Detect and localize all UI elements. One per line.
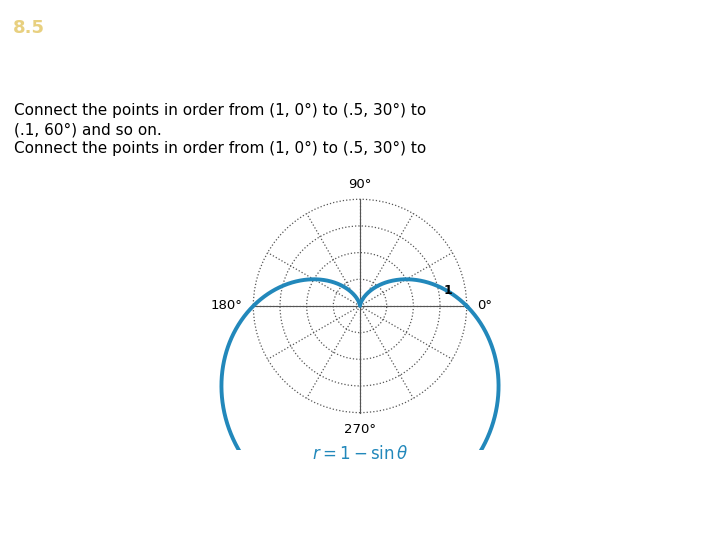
Text: (Cardioid)  (cont.): (Cardioid) (cont.) (245, 62, 475, 85)
Text: 0°: 0° (477, 300, 492, 313)
Text: (.1, 60°) and so on.: (.1, 60°) and so on. (14, 123, 162, 138)
Text: Example 4  Graphing a Polar Equation: Example 4 Graphing a Polar Equation (116, 17, 604, 40)
Text: Connect the points in order from (1, 0°) to (.5, 30°) to: Connect the points in order from (1, 0°)… (14, 103, 426, 118)
Text: 270°: 270° (344, 423, 376, 436)
Text: $r = 1 - \sin\theta$: $r = 1 - \sin\theta$ (312, 444, 408, 463)
Text: 8.5: 8.5 (13, 19, 45, 37)
Text: 180°: 180° (211, 300, 243, 313)
Text: Connect the points in order from (1, 0°) to (.5, 30°) to: Connect the points in order from (1, 0°)… (14, 141, 426, 157)
Text: Copyright © 2013, 2009, 2005 Pearson Education, Inc.: Copyright © 2013, 2009, 2005 Pearson Edu… (168, 516, 436, 525)
Text: ALWAYS LEARNING: ALWAYS LEARNING (16, 516, 102, 525)
Text: 1: 1 (444, 285, 452, 298)
Text: 58: 58 (684, 513, 706, 528)
Text: PEARSON: PEARSON (513, 511, 610, 530)
Text: 90°: 90° (348, 178, 372, 191)
